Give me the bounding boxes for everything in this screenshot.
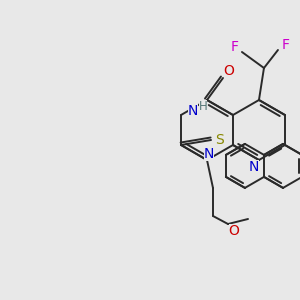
Text: F: F (231, 40, 239, 54)
Text: S: S (214, 133, 224, 147)
Text: N: N (249, 160, 259, 174)
Text: H: H (199, 100, 207, 112)
Text: N: N (204, 147, 214, 161)
Text: O: O (229, 224, 239, 238)
Text: N: N (188, 104, 198, 118)
Text: F: F (282, 38, 290, 52)
Text: O: O (224, 64, 234, 78)
